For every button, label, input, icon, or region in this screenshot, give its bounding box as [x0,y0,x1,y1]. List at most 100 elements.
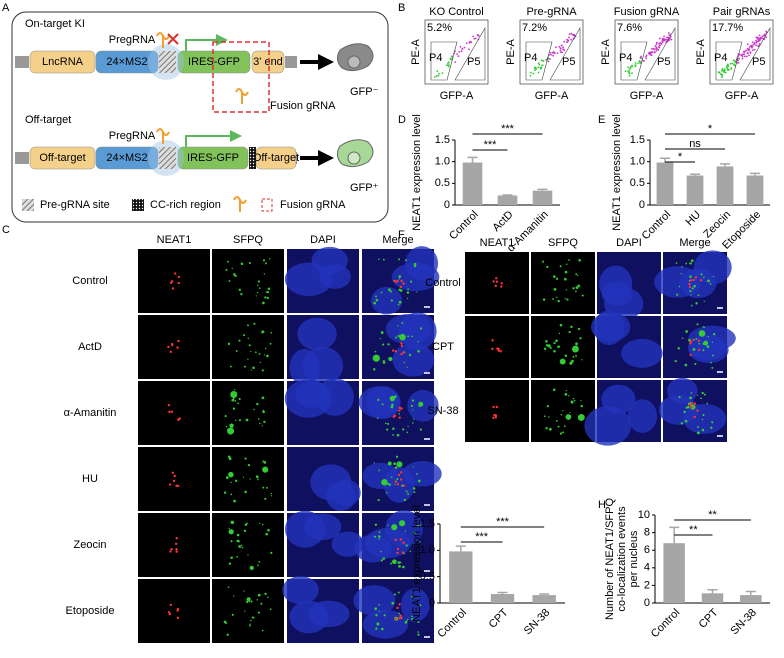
speckle [683,410,686,414]
speckle [542,298,546,301]
speckle [406,431,409,434]
speckle [396,461,403,468]
speckle [380,559,383,562]
micrograph [212,381,284,445]
speckle [262,259,266,262]
speckle [247,337,249,340]
event [638,60,641,62]
speckle [230,391,238,399]
speckle [553,288,557,291]
event [749,51,752,53]
event [658,37,661,40]
speckle [394,617,397,621]
speckle [391,403,394,406]
speckle [223,491,227,494]
speckle [248,344,251,347]
speckle [404,621,408,624]
speckle [240,262,244,266]
speckle [562,431,565,434]
nucleus-blob [353,585,396,616]
event [465,42,468,45]
speckle [167,403,171,407]
speckle [566,263,568,265]
stub [285,56,297,68]
speckle [696,394,699,396]
speckle [176,484,180,488]
speckle [235,350,238,352]
event [667,32,670,34]
element-label: IRES-GFP [187,152,239,164]
event [539,66,542,69]
bar [532,595,556,603]
grna-icon [235,88,249,104]
speckle [376,622,380,626]
panel-letter: E [598,114,605,126]
speckle [394,483,396,486]
y-tick-label: 1.5 [630,134,645,146]
speckle [563,425,566,428]
speckle [251,616,254,619]
speckle [394,466,398,469]
speckle [575,286,579,290]
nucleus-blob [654,266,701,298]
nucleus-blob [371,286,403,315]
nucleus-blob [310,464,352,501]
speckle [495,405,499,409]
speckle [494,416,498,419]
speckle [711,366,714,369]
speckle [416,524,420,527]
cell-label: GFP⁺ [350,182,379,194]
speckle [406,297,409,300]
plot-frame [709,19,774,85]
speckle [581,359,583,361]
speckle [266,291,270,294]
speckle [262,410,265,414]
speckle [685,330,688,333]
speckle [259,422,261,425]
element-label: 3' end [253,56,283,68]
bar [497,195,518,205]
speckle [686,405,690,409]
speckle [577,327,581,331]
speckle [689,340,693,343]
column-header: Merge [382,234,413,246]
speckle [266,296,269,300]
event [726,67,729,70]
event [628,72,631,75]
speckle [253,408,255,411]
speckle [388,356,393,362]
speckle [569,411,571,414]
pregrna-site [159,147,176,169]
fusion-box [212,41,270,113]
speckle [244,490,247,494]
speckle [375,295,377,298]
events [529,32,577,77]
nucleus-blob [362,610,409,639]
y-axis-label: PE-A [505,39,517,65]
speckle [168,483,172,486]
speckle [703,393,706,396]
event [720,69,723,72]
speckle [386,428,389,431]
speckle [700,397,702,400]
nucleus-blob [365,386,401,419]
pregrna-site [159,51,176,73]
speckle [564,270,568,274]
speckle [577,413,585,421]
speckle [265,291,268,293]
speckle [712,332,716,336]
event [737,61,740,64]
event [738,58,741,60]
event [721,67,724,70]
event [656,41,658,44]
speckle [228,529,234,535]
event [645,54,648,57]
speckle [396,551,399,555]
speckle [401,322,404,325]
speckle [411,399,415,402]
speckle [399,333,406,341]
speckle [388,288,391,292]
speckle [375,627,378,630]
speckle [702,326,705,328]
speckle [387,461,392,466]
